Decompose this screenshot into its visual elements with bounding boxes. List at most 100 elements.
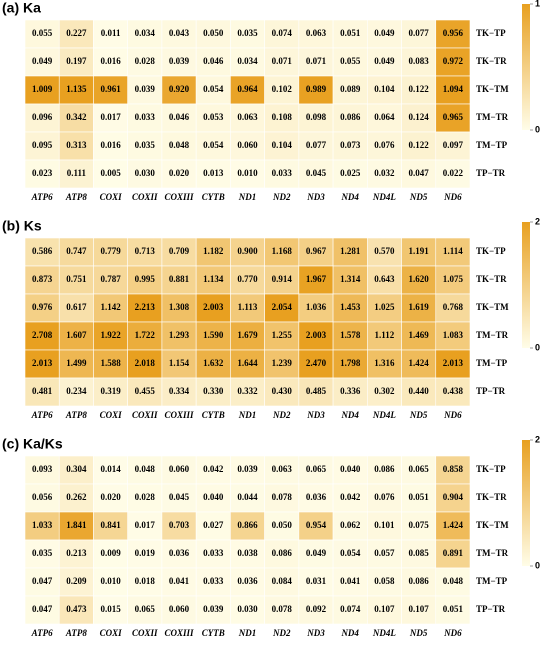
cell-label: 0.033	[203, 576, 224, 586]
heatmap-cell	[161, 595, 197, 625]
heatmap-cell	[195, 349, 231, 379]
cell-label: 2.708	[32, 330, 53, 340]
cell-label: 0.065	[306, 464, 327, 474]
cell-label: 0.063	[237, 112, 258, 122]
column-label: ND1	[238, 410, 257, 420]
cell-label: 1.094	[443, 84, 464, 94]
cell-label: 0.086	[374, 464, 395, 474]
heatmap-cell	[298, 539, 334, 569]
cell-label: 0.768	[443, 302, 464, 312]
cell-label: 0.055	[340, 56, 361, 66]
row-label: TM−TR	[476, 330, 509, 340]
column-label: ND5	[409, 192, 428, 202]
panel-title: (b) Ks	[2, 218, 42, 234]
heatmap-cell	[58, 75, 94, 105]
cell-label: 0.096	[32, 112, 53, 122]
cell-label: 0.073	[340, 140, 361, 150]
cell-label: 2.003	[203, 302, 224, 312]
heatmap-cell	[127, 131, 163, 161]
cell-label: 0.213	[66, 548, 87, 558]
heatmap-cell	[264, 567, 300, 597]
row-label: TK−TR	[476, 56, 507, 66]
heatmap-cell	[367, 349, 402, 379]
heatmap-cell	[298, 455, 334, 485]
heatmap-cell	[195, 103, 231, 133]
heatmap-cell	[264, 103, 300, 133]
cell-label: 0.197	[66, 56, 87, 66]
cell-label: 0.085	[409, 548, 430, 558]
cell-label: 0.956	[443, 28, 464, 38]
cell-label: 0.048	[135, 464, 156, 474]
cell-label: 1.469	[409, 330, 430, 340]
heatmap-cell	[298, 131, 334, 161]
cell-label: 0.234	[66, 386, 87, 396]
cell-label: 0.900	[237, 246, 258, 256]
cell-label: 0.071	[272, 56, 293, 66]
cell-label: 0.858	[443, 464, 464, 474]
heatmap-cell	[195, 595, 231, 625]
heatmap-cell	[298, 595, 334, 625]
column-label: ND3	[306, 410, 325, 420]
column-label: ND2	[272, 628, 291, 638]
cell-label: 1.499	[66, 358, 87, 368]
row-label: TK−TM	[476, 84, 509, 94]
cell-label: 0.227	[66, 28, 87, 38]
heatmap-cell	[332, 377, 368, 407]
heatmap-cell	[298, 159, 334, 189]
heatmap-cell	[195, 483, 231, 513]
cell-label: 0.122	[409, 140, 430, 150]
cell-label: 0.047	[409, 168, 430, 178]
column-label: ND2	[272, 192, 291, 202]
heatmap-cell	[401, 321, 437, 351]
cell-label: 0.342	[66, 112, 87, 122]
heatmap-cell	[230, 595, 265, 625]
cell-label: 1.036	[306, 302, 327, 312]
heatmap-cell	[127, 511, 163, 541]
cell-label: 0.089	[340, 84, 361, 94]
cell-label: 0.064	[374, 112, 395, 122]
heatmap-cell	[435, 483, 471, 513]
cell-label: 1.168	[272, 246, 293, 256]
cell-label: 0.972	[443, 56, 464, 66]
row-label: TK−TP	[476, 28, 506, 38]
heatmap-cell	[401, 103, 437, 133]
heatmap-cell	[435, 265, 471, 295]
column-label: CYTB	[202, 628, 225, 638]
cell-label: 0.036	[169, 548, 190, 558]
cell-label: 0.054	[340, 548, 361, 558]
cell-label: 1.722	[135, 330, 156, 340]
cell-label: 0.304	[66, 464, 87, 474]
heatmap-cell	[401, 265, 437, 295]
cell-label: 0.104	[374, 84, 395, 94]
cell-label: 0.703	[169, 520, 190, 530]
cell-label: 2.018	[135, 358, 156, 368]
row-label: TP−TR	[476, 386, 506, 396]
cell-label: 0.111	[67, 168, 87, 178]
heatmap-cell	[24, 265, 60, 295]
heatmap-cell	[93, 131, 128, 161]
heatmap-cell	[435, 237, 471, 267]
heatmap-cell	[230, 377, 265, 407]
heatmap-cell	[230, 483, 265, 513]
cell-label: 0.039	[135, 84, 156, 94]
cell-label: 0.332	[237, 386, 258, 396]
cell-label: 0.053	[203, 112, 224, 122]
cell-label: 0.262	[66, 492, 87, 502]
heatmap-cell	[58, 595, 94, 625]
row-label: TK−TR	[476, 274, 507, 284]
cell-label: 0.107	[374, 604, 395, 614]
heatmap-cell	[161, 483, 197, 513]
heatmap-cell	[401, 131, 437, 161]
heatmap-cell	[230, 349, 265, 379]
colorbar-tick-label: 0	[535, 560, 540, 570]
cell-label: 0.049	[374, 56, 395, 66]
cell-label: 1.316	[374, 358, 395, 368]
heatmap-cell	[127, 265, 163, 295]
cell-label: 0.045	[169, 492, 190, 502]
cell-label: 0.044	[237, 492, 258, 502]
column-label: COXIII	[165, 192, 195, 202]
heatmap-cell	[367, 539, 402, 569]
heatmap-cell	[264, 455, 300, 485]
row-label: TM−TR	[476, 548, 509, 558]
